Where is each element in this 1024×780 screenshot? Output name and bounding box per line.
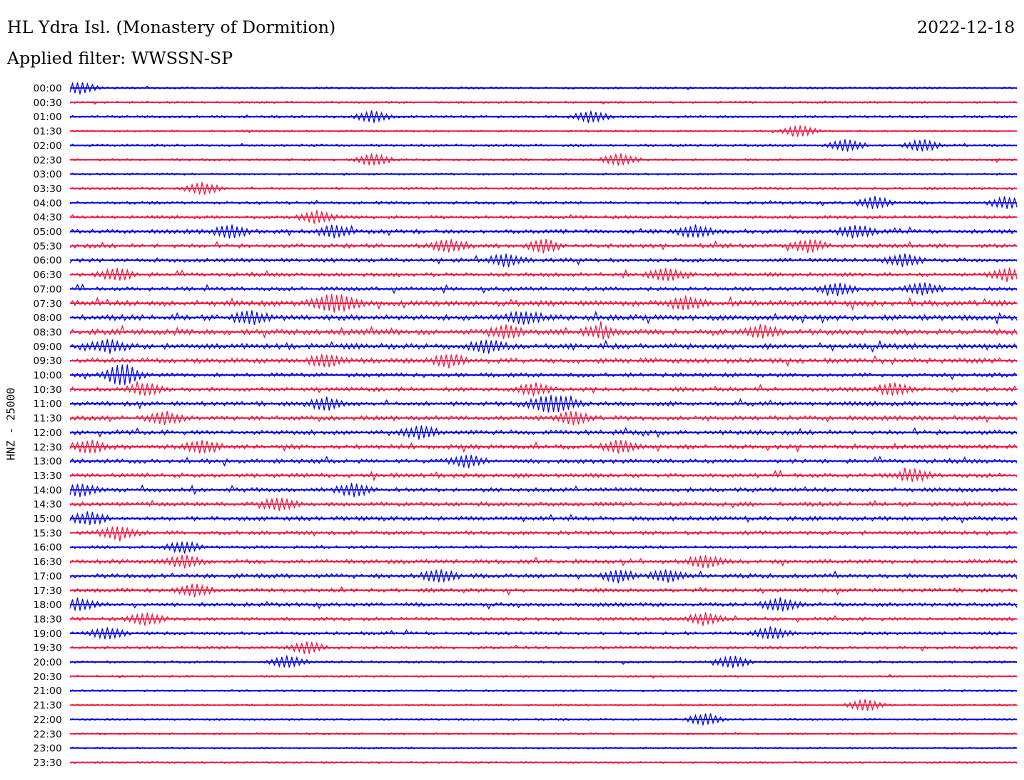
time-tick-label: 06:00 — [33, 256, 62, 267]
time-tick-label: 13:30 — [33, 471, 62, 482]
time-tick-label: 05:30 — [33, 241, 62, 252]
time-tick-label: 03:30 — [33, 184, 62, 195]
time-tick-label: 18:30 — [33, 614, 62, 625]
time-tick-label: 12:00 — [33, 428, 62, 439]
time-tick-label: 01:00 — [33, 112, 62, 123]
time-tick-label: 22:00 — [33, 715, 62, 726]
time-tick-label: 08:30 — [33, 327, 62, 338]
time-tick-label: 19:30 — [33, 643, 62, 654]
time-tick-label: 10:00 — [33, 371, 62, 382]
trace-row — [69, 195, 1018, 210]
time-tick-label: 01:30 — [33, 127, 62, 138]
time-tick-label: 11:30 — [33, 414, 62, 425]
time-tick-label: 12:30 — [33, 442, 62, 453]
trace-row — [69, 224, 1018, 239]
time-tick-label: 20:00 — [33, 658, 62, 669]
time-tick-label: 23:00 — [33, 744, 62, 755]
time-tick-label: 21:30 — [33, 701, 62, 712]
time-tick-label: 02:30 — [33, 155, 62, 166]
time-tick-label: 11:00 — [33, 399, 62, 410]
time-tick-label: 16:30 — [33, 557, 62, 568]
time-tick-label: 19:00 — [33, 629, 62, 640]
time-tick-label: 09:30 — [33, 356, 62, 367]
time-tick-label: 00:30 — [33, 98, 62, 109]
time-tick-label: 20:30 — [33, 672, 62, 683]
time-tick-label: 17:30 — [33, 586, 62, 597]
time-tick-label: 09:00 — [33, 342, 62, 353]
filter-label: Applied filter: WWSSN-SP — [7, 49, 233, 69]
time-tick-label: 07:00 — [33, 284, 62, 295]
time-tick-label: 13:00 — [33, 457, 62, 468]
trace-row — [69, 526, 1018, 542]
time-tick-label: 07:30 — [33, 299, 62, 310]
time-tick-label: 04:00 — [33, 198, 62, 209]
date-label: 2022-12-18 — [916, 18, 1015, 38]
time-tick-label: 10:30 — [33, 385, 62, 396]
trace-row — [69, 321, 1018, 340]
time-tick-label: 00:00 — [33, 84, 62, 95]
time-tick-label: 18:00 — [33, 600, 62, 611]
time-tick-label: 14:00 — [33, 485, 62, 496]
time-tick-label: 04:30 — [33, 213, 62, 224]
time-tick-label: 14:30 — [33, 500, 62, 511]
time-tick-label: 03:00 — [33, 170, 62, 181]
time-tick-label: 16:00 — [33, 543, 62, 554]
time-tick-label: 23:30 — [33, 758, 62, 769]
time-tick-label: 22:30 — [33, 729, 62, 740]
time-tick-label: 02:00 — [33, 141, 62, 152]
time-tick-label: 06:30 — [33, 270, 62, 281]
time-tick-label: 08:00 — [33, 313, 62, 324]
time-tick-label: 05:00 — [33, 227, 62, 238]
time-tick-label: 15:00 — [33, 514, 62, 525]
station-title: HL Ydra Isl. (Monastery of Dormition) — [7, 18, 336, 38]
time-tick-label: 21:00 — [33, 686, 62, 697]
time-tick-label: 17:00 — [33, 571, 62, 582]
time-tick-label: 15:30 — [33, 528, 62, 539]
